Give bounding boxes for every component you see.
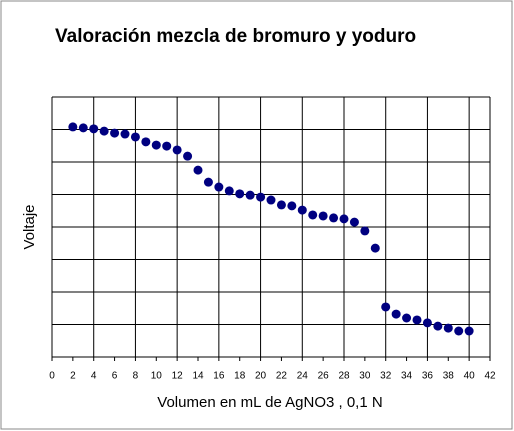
x-axis-label: Volumen en mL de AgNO3 , 0,1 N (157, 394, 382, 411)
data-point (245, 190, 255, 200)
data-point (89, 124, 99, 134)
x-tick-label: 6 (112, 371, 118, 382)
data-point (360, 226, 370, 236)
data-point (329, 213, 339, 223)
data-point (130, 132, 140, 142)
x-tick-label: 40 (464, 371, 476, 382)
data-point (110, 128, 120, 138)
data-point (297, 205, 307, 215)
y-axis-label: Voltaje (21, 204, 38, 249)
data-point (402, 313, 412, 323)
x-tick-label: 0 (49, 371, 55, 382)
data-point (266, 195, 276, 205)
data-point (381, 302, 391, 312)
x-tick-label: 22 (276, 371, 288, 382)
x-tick-label: 38 (443, 371, 455, 382)
x-tick-label: 18 (234, 371, 246, 382)
x-tick-label: 12 (172, 371, 184, 382)
data-point (172, 145, 182, 155)
data-point (454, 326, 464, 336)
data-point (391, 309, 401, 319)
data-point (183, 151, 193, 161)
x-tick-label: 24 (297, 371, 309, 382)
x-tick-label: 28 (338, 371, 350, 382)
chart-title: Valoración mezcla de bromuro y yoduro (55, 26, 416, 47)
data-point (422, 318, 432, 328)
data-point (287, 201, 297, 211)
x-tick-label: 34 (401, 371, 413, 382)
data-point (412, 315, 422, 325)
data-point (151, 140, 161, 150)
data-point (68, 122, 78, 132)
x-tick-label: 36 (422, 371, 434, 382)
data-point (235, 189, 245, 199)
data-point (464, 326, 474, 336)
data-point (318, 211, 328, 221)
data-point (370, 243, 380, 253)
x-tick-label: 10 (151, 371, 163, 382)
x-tick-label: 30 (359, 371, 371, 382)
data-point (203, 177, 213, 187)
data-point (256, 192, 266, 202)
data-point (78, 123, 88, 133)
data-point (99, 126, 109, 136)
data-point (193, 165, 203, 175)
x-tick-label: 32 (380, 371, 392, 382)
x-tick-label: 4 (91, 371, 97, 382)
data-point (276, 200, 286, 210)
x-tick-label: 14 (192, 371, 204, 382)
data-point (120, 129, 130, 139)
data-point (141, 137, 151, 147)
x-tick-label: 16 (213, 371, 225, 382)
x-tick-label: 20 (255, 371, 267, 382)
x-tick-label: 26 (318, 371, 330, 382)
data-point (433, 321, 443, 331)
data-point (349, 217, 359, 227)
x-tick-label: 8 (133, 371, 139, 382)
data-point (214, 182, 224, 192)
data-point (443, 323, 453, 333)
data-point (224, 186, 234, 196)
x-tick-label: 2 (70, 371, 76, 382)
x-tick-label: 42 (484, 371, 496, 382)
data-point (308, 210, 318, 220)
data-point (339, 214, 349, 224)
data-point (162, 141, 172, 151)
